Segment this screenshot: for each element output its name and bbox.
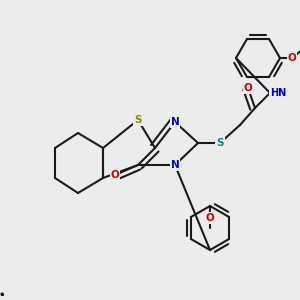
Text: N: N [171, 160, 179, 170]
Text: N: N [171, 117, 179, 127]
Text: O: O [206, 213, 214, 223]
Text: O: O [111, 170, 119, 180]
Text: HN: HN [270, 88, 286, 98]
Text: S: S [134, 115, 142, 125]
Text: S: S [216, 138, 224, 148]
Text: O: O [288, 53, 296, 63]
Text: O: O [244, 83, 252, 93]
